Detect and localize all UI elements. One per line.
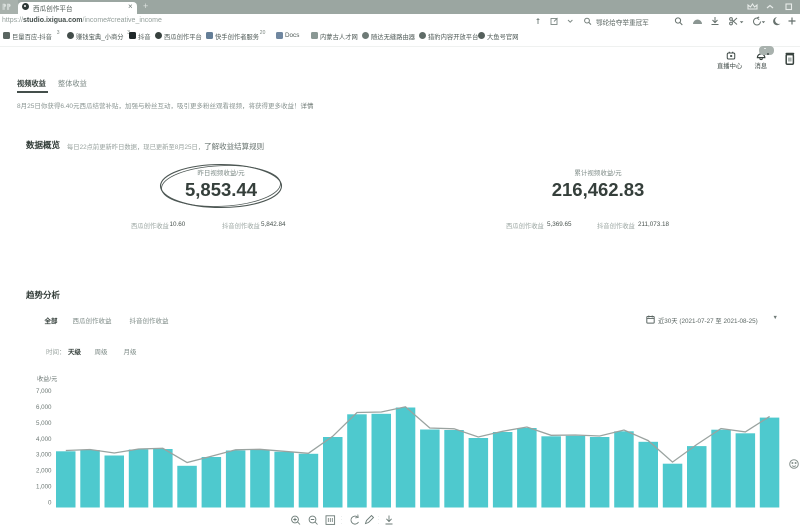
svg-text:4,000: 4,000 [36, 436, 52, 443]
svg-text:1,000: 1,000 [36, 484, 52, 491]
svg-text:收益/元: 收益/元 [37, 375, 57, 383]
svg-text:0: 0 [48, 499, 52, 506]
svg-text:5,000: 5,000 [36, 420, 52, 427]
svg-text:7,000: 7,000 [36, 388, 52, 395]
svg-text:2,000: 2,000 [36, 468, 52, 475]
svg-text:3,000: 3,000 [36, 452, 52, 459]
svg-text:6,000: 6,000 [36, 404, 52, 411]
